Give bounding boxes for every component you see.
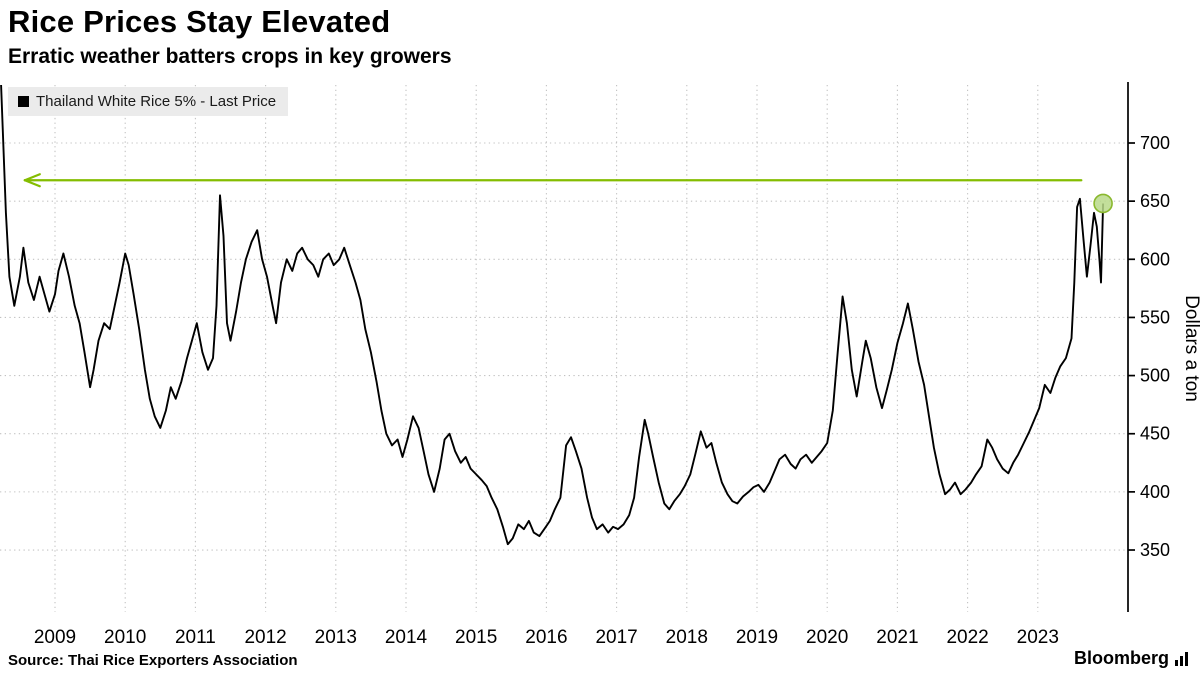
svg-text:700: 700	[1140, 133, 1170, 153]
svg-text:2020: 2020	[806, 627, 848, 648]
y-axis-labels: 350 400 450 500 550 600 650 700	[1140, 133, 1170, 560]
reference-arrow	[23, 173, 1083, 188]
svg-text:400: 400	[1140, 482, 1170, 502]
svg-text:2018: 2018	[666, 627, 708, 648]
source-credit: Source: Thai Rice Exporters Association	[8, 652, 298, 669]
svg-text:350: 350	[1140, 540, 1170, 560]
svg-text:2021: 2021	[876, 627, 918, 648]
svg-text:2016: 2016	[525, 627, 567, 648]
svg-text:450: 450	[1140, 424, 1170, 444]
svg-text:2023: 2023	[1017, 627, 1059, 648]
svg-text:2014: 2014	[385, 627, 428, 648]
legend-swatch-icon	[18, 96, 29, 107]
svg-text:2017: 2017	[595, 627, 637, 648]
y-axis	[1127, 82, 1135, 612]
svg-text:2013: 2013	[315, 627, 357, 648]
y-axis-title: Dollars a ton	[1181, 295, 1200, 402]
price-line	[0, 85, 1105, 546]
chart-legend: Thailand White Rice 5% - Last Price	[8, 87, 289, 116]
svg-text:2019: 2019	[736, 627, 778, 648]
svg-text:600: 600	[1140, 249, 1170, 269]
svg-text:2015: 2015	[455, 627, 497, 648]
svg-text:2022: 2022	[946, 627, 988, 648]
svg-text:2009: 2009	[34, 627, 76, 648]
legend-label: Thailand White Rice 5% - Last Price	[36, 93, 277, 110]
page-title: Rice Prices Stay Elevated	[8, 4, 391, 39]
svg-text:2010: 2010	[104, 627, 146, 648]
bloomberg-wordmark: Bloomberg	[1073, 648, 1169, 668]
svg-text:550: 550	[1140, 307, 1170, 327]
grid	[0, 85, 1128, 612]
x-axis-labels: 2009 2010 2011 2012 2013 2014 2015 2016 2017 2018…	[34, 627, 1059, 648]
svg-text:2012: 2012	[244, 627, 286, 648]
page-subtitle: Erratic weather batters crops in key gro…	[8, 45, 452, 68]
bloomberg-terminal-icon	[1175, 651, 1188, 666]
svg-text:650: 650	[1140, 191, 1170, 211]
last-price-marker	[1093, 193, 1113, 214]
svg-text:2011: 2011	[175, 627, 216, 648]
bloomberg-brand: Bloomberg	[1074, 648, 1190, 669]
svg-text:500: 500	[1140, 366, 1170, 386]
